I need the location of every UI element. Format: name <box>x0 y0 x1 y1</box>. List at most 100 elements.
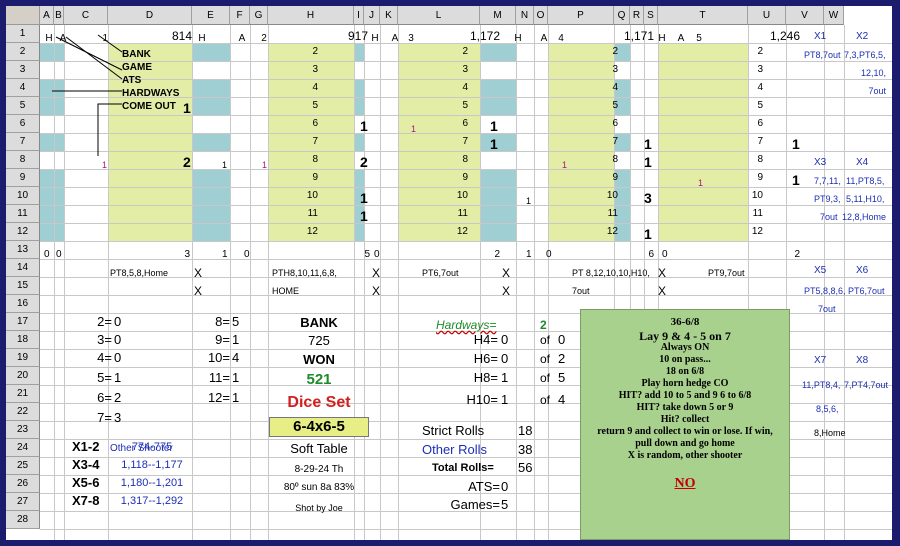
r14-i: X <box>372 266 381 280</box>
teal-cell <box>192 79 230 97</box>
mark-c-r8: 1 <box>102 160 108 170</box>
row-header-3[interactable]: 3 <box>6 61 40 79</box>
row1-a5: A <box>677 33 685 44</box>
strategy-note[interactable]: 36-6/8 Lay 9 & 4 - 5 on 7 Always ON 10 o… <box>580 309 790 540</box>
column-header-j[interactable]: J <box>364 6 380 25</box>
column-header-g[interactable]: G <box>250 6 268 25</box>
roll-key: 8= <box>215 314 230 329</box>
r15-e: X <box>194 284 203 298</box>
r13-h: 5 <box>364 249 370 260</box>
row-header-5[interactable]: 5 <box>6 97 40 115</box>
column-header-t[interactable]: T <box>658 6 748 25</box>
column-header-c[interactable]: C <box>64 6 108 25</box>
shooter-key: X7-8 <box>72 493 100 508</box>
row-header-4[interactable]: 4 <box>6 79 40 97</box>
column-header-u[interactable]: U <box>748 6 786 25</box>
column-header-a[interactable]: A <box>40 6 54 25</box>
teal-cell <box>354 205 364 223</box>
row-header-18[interactable]: 18 <box>6 331 40 349</box>
r14-q: X <box>658 266 667 280</box>
teal-cell <box>40 43 54 61</box>
column-header-p[interactable]: P <box>548 6 614 25</box>
teal-cell <box>40 205 54 223</box>
roll-key: 7= <box>97 410 112 425</box>
other-rolls-label: Other Rolls <box>422 442 488 457</box>
row-header-28[interactable]: 28 <box>6 511 40 529</box>
column-header-k[interactable]: K <box>380 6 398 25</box>
point-number: 2 <box>312 46 318 57</box>
row-header-26[interactable]: 26 <box>6 475 40 493</box>
row-header-21[interactable]: 21 <box>6 385 40 403</box>
note-line-5: 18 on 6/8 <box>665 366 705 377</box>
gridline-v <box>398 25 399 540</box>
row-header-16[interactable]: 16 <box>6 295 40 313</box>
yellow-block <box>268 43 354 241</box>
column-header-w[interactable]: W <box>824 6 844 25</box>
row-header-25[interactable]: 25 <box>6 457 40 475</box>
row-header-15[interactable]: 15 <box>6 277 40 295</box>
column-header-r[interactable]: R <box>630 6 644 25</box>
row-header-14[interactable]: 14 <box>6 259 40 277</box>
column-header-b[interactable]: B <box>54 6 64 25</box>
note-line-2: Lay 9 & 4 - 5 on 7 <box>639 329 731 343</box>
point-number: 5 <box>612 100 618 111</box>
row-header-1[interactable]: 1 <box>6 25 40 43</box>
teal-cell <box>192 97 230 115</box>
teal-cell <box>192 205 230 223</box>
dice-set-box <box>269 417 369 437</box>
r13-n: 0 <box>546 249 552 260</box>
row-header-17[interactable]: 17 <box>6 313 40 331</box>
row-header-23[interactable]: 23 <box>6 421 40 439</box>
row-header-24[interactable]: 24 <box>6 439 40 457</box>
row-header-22[interactable]: 22 <box>6 403 40 421</box>
teal-cell <box>40 79 54 97</box>
teal-cell <box>614 79 630 97</box>
point-number: 6 <box>612 118 618 129</box>
row-header-7[interactable]: 7 <box>6 133 40 151</box>
column-header-v[interactable]: V <box>786 6 824 25</box>
gridline-h <box>40 511 892 512</box>
row-header-20[interactable]: 20 <box>6 367 40 385</box>
x1-label: X1 <box>814 31 827 42</box>
row-header-13[interactable]: 13 <box>6 241 40 259</box>
column-header-m[interactable]: M <box>480 6 516 25</box>
x7-value-1: 11,PT8,4, <box>802 380 841 390</box>
row-header-6[interactable]: 6 <box>6 115 40 133</box>
r13-e: 1 <box>222 249 228 260</box>
column-header-l[interactable]: L <box>398 6 480 25</box>
r13-f: 0 <box>244 249 250 260</box>
column-header-h[interactable]: H <box>268 6 354 25</box>
roll-value: 5 <box>232 314 240 329</box>
row-header-10[interactable]: 10 <box>6 187 40 205</box>
column-header-e[interactable]: E <box>192 6 230 25</box>
column-header-n[interactable]: N <box>516 6 534 25</box>
row-header-9[interactable]: 9 <box>6 169 40 187</box>
row-header-8[interactable]: 8 <box>6 151 40 169</box>
column-header-i[interactable]: I <box>354 6 364 25</box>
select-all-corner[interactable] <box>6 6 40 25</box>
row-header-19[interactable]: 19 <box>6 349 40 367</box>
row-header-2[interactable]: 2 <box>6 43 40 61</box>
x1-value: PT8,7out <box>804 50 841 60</box>
mark-b5-r7: 1 <box>792 136 800 152</box>
block4-total: 1,171 <box>623 29 654 43</box>
hardways-count: 2 <box>540 318 547 332</box>
row-header-27[interactable]: 27 <box>6 493 40 511</box>
roll-value: 2 <box>114 390 122 405</box>
row-header-12[interactable]: 12 <box>6 223 40 241</box>
point-number: 2 <box>462 46 468 57</box>
teal-cell <box>354 187 364 205</box>
column-header-o[interactable]: O <box>534 6 548 25</box>
row-header-11[interactable]: 11 <box>6 205 40 223</box>
column-header-s[interactable]: S <box>644 6 658 25</box>
bank-label: BANK <box>300 315 338 330</box>
point-number: 10 <box>606 190 618 201</box>
column-header-q[interactable]: Q <box>614 6 630 25</box>
roll-value: 0 <box>114 314 122 329</box>
hardway-value: 0 <box>501 332 509 347</box>
column-header-d[interactable]: D <box>108 6 192 25</box>
roll-key: 11= <box>208 370 230 385</box>
mark-b2-r6: 1 <box>360 118 368 134</box>
column-header-f[interactable]: F <box>230 6 250 25</box>
